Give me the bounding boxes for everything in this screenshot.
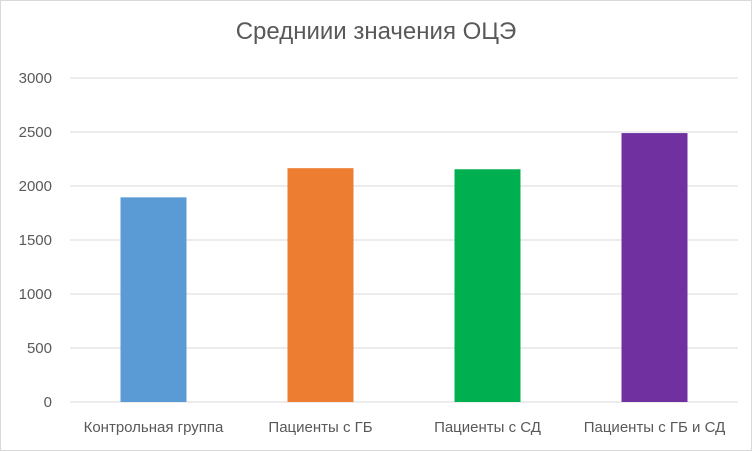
y-tick-label: 1500 (19, 232, 52, 249)
x-category-label: Пациенты с СД (434, 419, 541, 436)
bar (621, 133, 688, 402)
y-tick-label: 2500 (19, 124, 52, 141)
chart-title: Средниии значения ОЦЭ (235, 18, 517, 45)
x-category-label: Пациенты с ГБ (268, 419, 372, 436)
y-tick-label: 500 (27, 340, 52, 357)
y-tick-label: 3000 (19, 70, 52, 87)
y-tick-label: 1000 (19, 286, 52, 303)
y-tick-label: 2000 (19, 178, 52, 195)
bar (120, 197, 187, 402)
bars (120, 133, 688, 402)
bar (454, 169, 521, 402)
y-axis-ticks: 0 500 1000 1500 2000 2500 3000 (19, 70, 52, 411)
y-tick-label: 0 (44, 394, 52, 411)
x-category-label: Контрольная группа (84, 419, 224, 436)
x-axis-categories: Контрольная группа Пациенты с ГБ Пациенты … (84, 419, 726, 436)
bar (287, 168, 354, 402)
x-category-label: Пациенты с ГБ и СД (584, 419, 726, 436)
